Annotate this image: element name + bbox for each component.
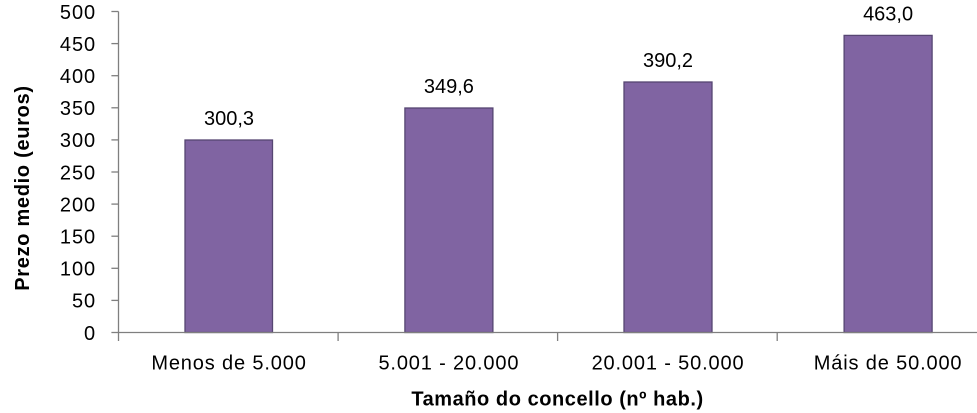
svg-text:Máis de 50.000: Máis de 50.000	[814, 352, 963, 374]
svg-text:5.001 - 20.000: 5.001 - 20.000	[378, 352, 519, 374]
svg-text:463,0: 463,0	[863, 3, 913, 25]
svg-text:350: 350	[60, 98, 96, 120]
svg-text:250: 250	[60, 162, 96, 184]
svg-text:Tamaño do concello (nº hab.): Tamaño do concello (nº hab.)	[411, 388, 703, 410]
svg-text:349,6: 349,6	[424, 76, 474, 98]
svg-text:50: 50	[72, 291, 96, 313]
svg-text:Prezo medio (euros): Prezo medio (euros)	[12, 85, 34, 291]
svg-text:200: 200	[60, 194, 96, 216]
svg-text:390,2: 390,2	[643, 50, 693, 72]
svg-text:400: 400	[60, 66, 96, 88]
svg-text:150: 150	[60, 227, 96, 249]
svg-text:300,3: 300,3	[204, 108, 254, 130]
svg-text:500: 500	[60, 2, 96, 24]
svg-text:0: 0	[84, 323, 96, 345]
svg-text:Menos de 5.000: Menos de 5.000	[151, 352, 306, 374]
svg-text:20.001 - 50.000: 20.001 - 50.000	[592, 352, 745, 374]
svg-text:300: 300	[60, 130, 96, 152]
svg-text:100: 100	[60, 259, 96, 281]
svg-text:450: 450	[60, 34, 96, 56]
